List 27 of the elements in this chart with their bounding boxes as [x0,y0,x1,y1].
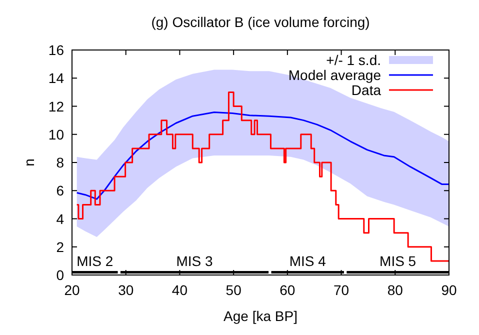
series-label: MIS 3 [176,253,214,270]
x-tick-label: 70 [333,282,350,298]
y-tick-label: 6 [56,182,64,199]
series-label: MIS 5 [380,253,416,270]
y-axis-title: n [21,158,37,166]
y-tick-label: 14 [48,70,64,86]
annotation: +/- 1 s.d. [326,52,381,68]
y-tick-label: 0 [56,267,64,283]
chart-title: (g) Oscillator B (ice volume forcing) [151,14,370,30]
y-tick-label: 10 [48,126,64,142]
x-tick-label: 30 [118,282,134,298]
y-tick-label: 4 [56,210,64,227]
y-tick-label: 8 [56,154,64,170]
y-tick-label: 12 [48,98,64,114]
x-axis-title: Age [ka BP] [224,308,298,324]
x-tick-label: 80 [387,282,404,298]
y-tick-label: 2 [56,238,64,255]
x-tick-label: 90 [441,282,457,298]
x-tick-label: 40 [172,282,188,298]
x-tick-label: 60 [280,282,296,298]
x-tick-label: 50 [226,282,242,298]
x-tick-label: 20 [64,282,80,298]
series-label: MIS 4 [289,253,326,270]
y-tick-label: 16 [48,42,64,58]
series-label: MIS 2 [76,253,114,270]
legend-label: Data [351,82,382,98]
legend-label: Model average [288,67,382,83]
